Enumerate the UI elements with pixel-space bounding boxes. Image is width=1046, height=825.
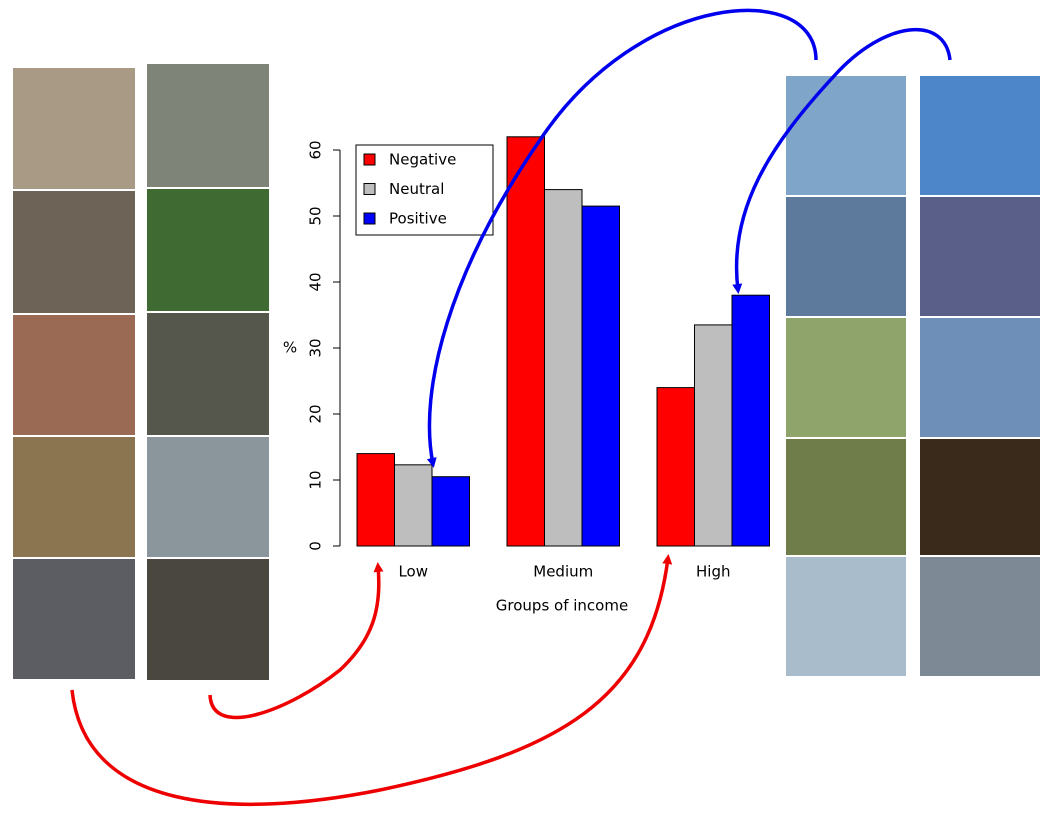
- x-tick-label: Low: [398, 563, 428, 581]
- legend-label: Positive: [389, 210, 447, 228]
- photo: [918, 74, 1042, 197]
- photo: [784, 555, 908, 678]
- y-tick-label: 40: [307, 272, 325, 291]
- y-tick-label: 50: [307, 206, 325, 225]
- photo: [11, 66, 137, 191]
- legend-swatch: [363, 183, 376, 195]
- photo: [145, 557, 271, 682]
- arrow: [70, 554, 673, 807]
- bar: [731, 294, 770, 547]
- photo: [918, 195, 1042, 318]
- bar: [544, 189, 583, 547]
- photo: [918, 555, 1042, 678]
- y-tick-label: 0: [307, 541, 325, 551]
- bar: [356, 453, 395, 547]
- y-tick-label: 20: [307, 404, 325, 423]
- chart: % Groups of income 0 10 20 30 40 50 60 Low Mediu…: [283, 136, 770, 615]
- photo: [11, 313, 137, 437]
- positive-photos: [784, 74, 1042, 678]
- y-tick-label: 10: [307, 470, 325, 489]
- bar: [394, 464, 433, 547]
- negative-photos: [11, 62, 271, 682]
- x-tick-label: High: [696, 563, 730, 581]
- photo: [11, 189, 137, 315]
- legend-label: Neutral: [389, 180, 444, 198]
- photo: [918, 437, 1042, 557]
- y-axis-label: %: [283, 339, 297, 357]
- photo: [784, 316, 908, 439]
- arrow: [732, 27, 952, 294]
- photo: [11, 557, 137, 681]
- arrow: [208, 562, 384, 720]
- y-tick-label: 60: [307, 140, 325, 159]
- bar: [431, 476, 470, 547]
- x-tick-label: Medium: [533, 563, 593, 581]
- photo: [784, 437, 908, 557]
- photo: [784, 195, 908, 318]
- x-axis-label: Groups of income: [496, 597, 628, 615]
- photo: [784, 74, 908, 197]
- photo: [11, 435, 137, 559]
- bar: [694, 324, 733, 547]
- legend-swatch: [363, 212, 376, 225]
- photo: [918, 316, 1042, 439]
- bar: [581, 205, 620, 547]
- legend-label: Negative: [389, 151, 456, 169]
- legend-box: [355, 144, 494, 236]
- bar: [506, 136, 545, 547]
- arrows: [70, 8, 952, 807]
- photo: [145, 435, 271, 559]
- arrow: [426, 8, 818, 468]
- bar: [656, 387, 695, 547]
- legend-swatch: [363, 153, 376, 166]
- y-tick-label: 30: [307, 338, 325, 357]
- photo: [145, 187, 271, 313]
- photo: [145, 62, 271, 189]
- photo: [145, 311, 271, 437]
